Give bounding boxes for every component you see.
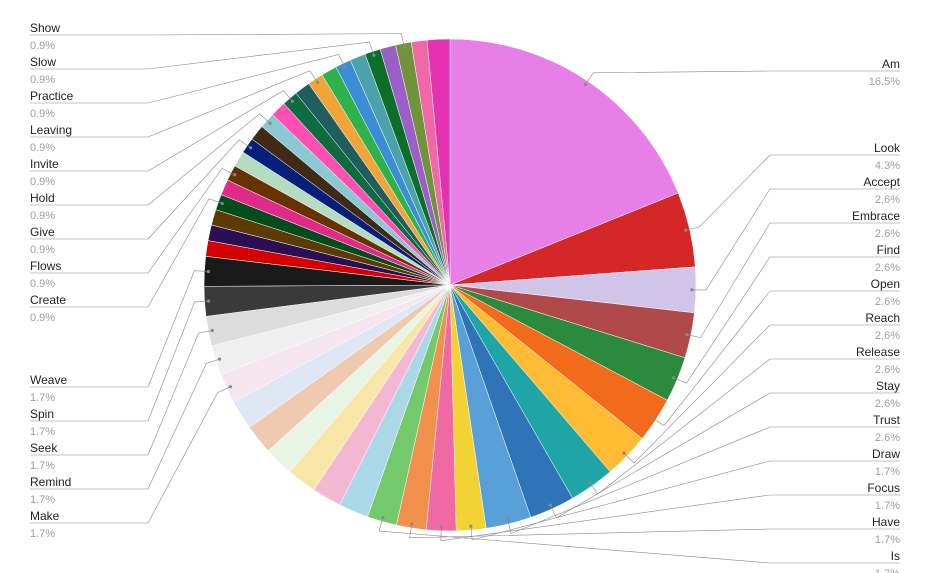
slice-label-name: Is (891, 549, 900, 563)
leader-dot (207, 299, 210, 302)
leader-dot (584, 83, 587, 86)
slice-label-name: Stay (876, 379, 900, 393)
leader-dot (622, 452, 625, 455)
slice-label-name: Seek (30, 441, 58, 455)
slice-label-name: Reach (865, 311, 900, 325)
slice-label-name: Draw (872, 447, 900, 461)
slice-label-name: Flows (30, 259, 61, 273)
slice-label-pct: 4.3% (875, 160, 900, 172)
slice-label-name: Invite (30, 157, 59, 171)
slice-label-name: Trust (873, 413, 901, 427)
slice-label-pct: 0.9% (30, 210, 55, 222)
slice-label-name: Weave (30, 373, 67, 387)
slice-label-pct: 0.9% (30, 312, 55, 324)
leader-dot (211, 329, 214, 332)
leader-dot (403, 46, 406, 49)
leader-dot (291, 100, 294, 103)
slice-label-name: Remind (30, 475, 71, 489)
leader-dot (469, 524, 472, 527)
slice-label-pct: 2.6% (875, 194, 900, 206)
slice-label-pct: 1.7% (30, 494, 55, 506)
leader-dot (221, 202, 224, 205)
slice-label-name: Slow (30, 55, 56, 69)
slice-label-name: Make (30, 509, 60, 523)
leader-dot (207, 270, 210, 273)
leader-dot (440, 525, 443, 528)
slice-label-pct: 0.9% (30, 142, 55, 154)
slice-label-pct: 1.7% (30, 392, 55, 404)
slice-label-name: Practice (30, 89, 74, 103)
slice-label-pct: 1.7% (875, 500, 900, 512)
pie-chart: Am 16.5% Look 4.3% Accept 2.6% Embrace 2.6% Find… (0, 0, 926, 573)
slice-label-pct: 0.9% (30, 74, 55, 86)
leader-dot (249, 146, 252, 149)
leader-dot (218, 358, 221, 361)
slice-label-pct: 2.6% (875, 398, 900, 410)
leader-dot (381, 516, 384, 519)
leader-dot (549, 504, 552, 507)
slice-label-name: Find (877, 243, 900, 257)
leader-dot (343, 65, 346, 68)
leader-dot (410, 522, 413, 525)
leader-dot (684, 229, 687, 232)
slice-label-pct: 1.7% (30, 426, 55, 438)
leader-dot (672, 376, 675, 379)
slice-label-name: Look (874, 141, 901, 155)
slice-label-name: Am (882, 57, 900, 71)
slice-label-pct: 2.6% (875, 296, 900, 308)
leader-dot (588, 481, 591, 484)
slice-label-pct: 2.6% (875, 262, 900, 274)
slice-label-name: Embrace (852, 209, 900, 223)
slice-label-name: Leaving (30, 123, 72, 137)
slice-label-pct: 0.9% (30, 278, 55, 290)
slice-label-name: Give (30, 225, 55, 239)
slice-label-pct: 2.6% (875, 228, 900, 240)
slice-label-pct: 1.7% (30, 528, 55, 540)
slice-label-pct: 2.6% (875, 330, 900, 342)
slice-label-pct: 0.9% (30, 176, 55, 188)
slice-label-pct: 16.5% (869, 76, 900, 88)
slice-label-name: Create (30, 293, 66, 307)
slice-label-pct: 1.7% (875, 466, 900, 478)
leader-dot (268, 122, 271, 125)
leader-dot (233, 173, 236, 176)
leader-dot (316, 81, 319, 84)
slice-label-name: Spin (30, 407, 54, 421)
slice-label-name: Focus (867, 481, 900, 495)
leader-dot (685, 333, 688, 336)
leader-dot (651, 416, 654, 419)
slice-label-name: Release (856, 345, 900, 359)
slice-label-name: Accept (863, 175, 900, 189)
slice-label-name: Have (872, 515, 900, 529)
slice-label-name: Hold (30, 191, 55, 205)
leader-dot (229, 385, 232, 388)
slice-label-name: Show (30, 21, 60, 35)
slice-label-pct: 2.6% (875, 432, 900, 444)
slice-label-pct: 1.7% (875, 568, 900, 573)
slice-label-pct: 0.9% (30, 40, 55, 52)
slice-label-pct: 0.9% (30, 244, 55, 256)
slice-label-pct: 0.9% (30, 108, 55, 120)
slice-label-name: Open (871, 277, 900, 291)
leader-dot (506, 518, 509, 521)
leader-dot (372, 54, 375, 57)
slice-label-pct: 2.6% (875, 364, 900, 376)
slice-label-pct: 1.7% (30, 460, 55, 472)
slice-label-pct: 1.7% (875, 534, 900, 546)
leader-dot (690, 288, 693, 291)
